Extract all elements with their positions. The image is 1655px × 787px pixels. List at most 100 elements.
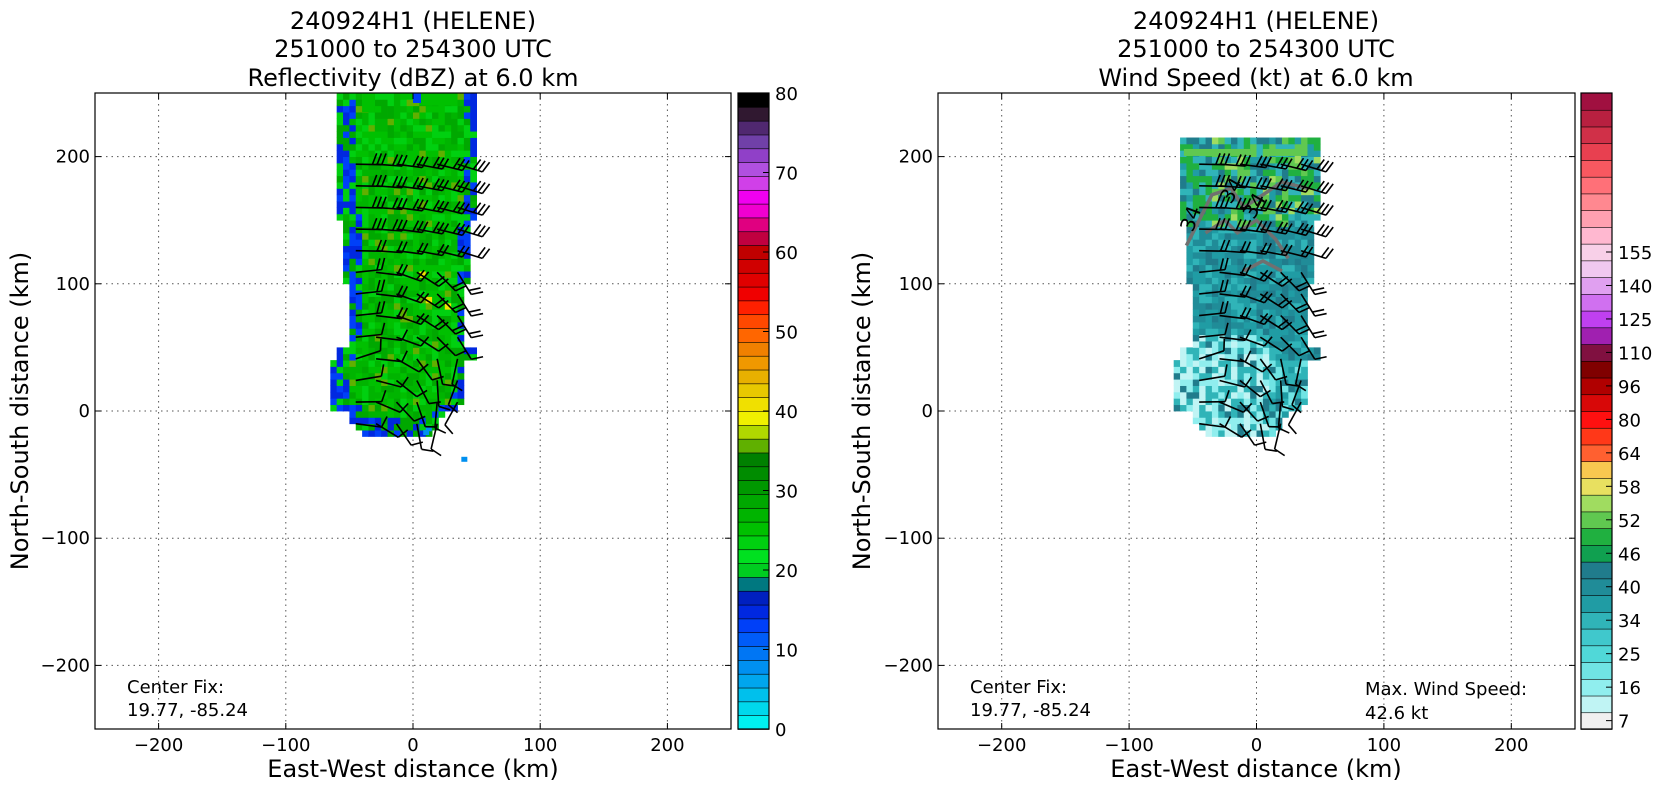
field-cell: [362, 302, 369, 310]
field-cell: [1269, 379, 1277, 386]
field-cell: [413, 112, 420, 119]
field-cell: [1307, 201, 1315, 208]
wind-barb-flag: [376, 301, 381, 314]
x-tick-label: 200: [1494, 735, 1528, 756]
field-cell: [1250, 169, 1257, 177]
field-cell: [362, 239, 369, 247]
field-cell: [400, 239, 408, 247]
reflectivity-center-fix-value: 19.77, -85.24: [127, 700, 248, 721]
field-cell: [406, 252, 414, 259]
wind-barb-flag: [420, 271, 430, 282]
field-cell: [425, 232, 433, 240]
field-cell: [1173, 391, 1181, 399]
field-cell: [451, 213, 458, 221]
field-cell: [451, 321, 458, 329]
field-cell: [1173, 360, 1181, 367]
field-cell: [1218, 137, 1226, 145]
field-cell: [1256, 252, 1264, 259]
field-cell: [470, 201, 477, 208]
field-cell: [1243, 321, 1251, 329]
field-cell: [444, 112, 452, 119]
field-cell: [406, 232, 414, 240]
wind-barb-flag: [452, 222, 461, 234]
field-cell: [1199, 162, 1206, 170]
field-cell: [387, 309, 395, 316]
field-cell: [1288, 309, 1296, 316]
wind-barb-flag: [468, 287, 481, 292]
field-cell: [393, 245, 401, 253]
colorbar-segment: [737, 466, 770, 481]
field-cell: [1180, 201, 1187, 208]
colorbar-segment: [737, 479, 770, 495]
field-cell: [1218, 417, 1226, 425]
wind-barb-flag: [457, 245, 466, 257]
field-cell: [1301, 366, 1308, 374]
field-cell: [1281, 347, 1289, 355]
wind-barb-shaft: [444, 401, 459, 426]
field-cell: [1294, 353, 1302, 361]
field-cell: [432, 372, 439, 380]
field-cell: [1250, 283, 1257, 291]
field-cell: [413, 404, 420, 412]
field-cell: [463, 220, 471, 227]
field-cell: [336, 118, 344, 126]
field-cell: [336, 385, 344, 393]
field-cell: [1192, 341, 1200, 348]
field-cell: [355, 411, 363, 418]
field-cell: [368, 341, 376, 348]
field-cell: [362, 328, 369, 336]
field-cell: [336, 379, 344, 386]
field-cell: [419, 321, 427, 329]
field-cell: [1211, 372, 1219, 380]
wind-barb-flag: [1320, 182, 1330, 193]
field-cell: [1262, 252, 1270, 259]
field-cell: [1231, 379, 1238, 386]
field-cell: [1301, 360, 1308, 367]
y-tick-label: −100: [41, 528, 90, 549]
field-cell: [387, 112, 395, 119]
field-cell: [470, 99, 477, 107]
field-cell: [1192, 309, 1200, 316]
field-cell: [349, 93, 357, 100]
field-cell: [381, 112, 388, 119]
field-cell: [362, 315, 369, 323]
wind-speed-x-ticks: −200 −100 0 100 200: [977, 93, 1528, 756]
wind-barb-flag: [1316, 223, 1325, 235]
field-cell: [400, 131, 408, 138]
field-cell: [1218, 341, 1226, 348]
field-cell: [1231, 296, 1238, 304]
field-cell: [1294, 188, 1302, 196]
field-cell: [1281, 290, 1289, 297]
y-tick-label: 200: [56, 147, 90, 168]
field-cell: [413, 182, 420, 189]
wind-barb-flag: [401, 285, 409, 298]
field-cell: [1192, 137, 1200, 145]
colorbar-segment: [737, 189, 770, 205]
field-cell: [425, 220, 433, 227]
field-cell: [406, 321, 414, 329]
field-cell: [451, 309, 458, 316]
wind-barb-flag: [1224, 257, 1229, 270]
field-cell: [355, 220, 363, 227]
field-cell: [419, 385, 427, 393]
field-cell: [1250, 353, 1257, 361]
field-cell: [1205, 372, 1213, 380]
field-cell: [419, 112, 427, 119]
field-cell: [1199, 283, 1206, 291]
field-cell: [1231, 220, 1238, 227]
field-cell: [1250, 239, 1257, 247]
field-cell: [368, 430, 376, 437]
field-cell: [1288, 271, 1296, 278]
colorbar-segment: [1580, 527, 1613, 546]
field-cell: [451, 398, 458, 406]
colorbar-segment: [737, 396, 770, 412]
field-cell: [413, 302, 420, 310]
field-cell: [362, 220, 369, 227]
wind-barb-flag: [1219, 153, 1226, 165]
field-cell: [438, 220, 446, 227]
field-cell: [1218, 296, 1226, 304]
field-cell: [1224, 385, 1232, 393]
colorbar-segment: [737, 673, 770, 689]
field-cell: [1205, 334, 1213, 342]
field-cell: [444, 309, 452, 316]
